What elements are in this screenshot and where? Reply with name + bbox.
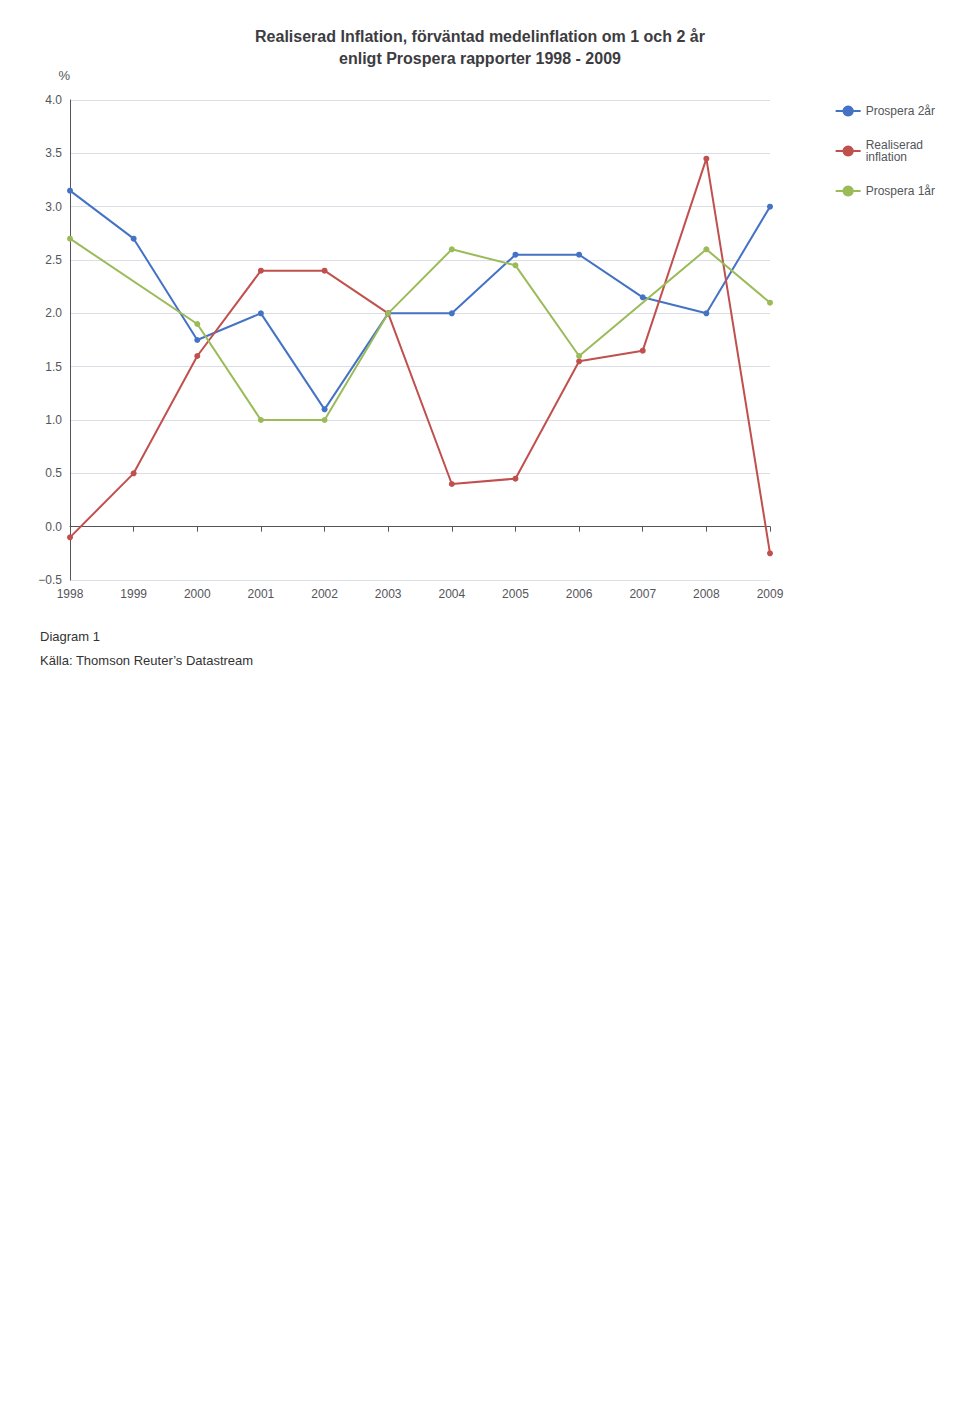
- svg-text:enligt Prospera rapporter 1998: enligt Prospera rapporter 1998 - 2009: [339, 50, 621, 67]
- svg-text:2003: 2003: [375, 587, 402, 601]
- svg-text:0.5: 0.5: [45, 466, 62, 480]
- svg-text:Diagram 1: Diagram 1: [40, 629, 100, 644]
- svg-text:2004: 2004: [438, 587, 465, 601]
- svg-text:%: %: [58, 68, 70, 83]
- svg-text:4.0: 4.0: [45, 93, 62, 107]
- svg-text:1.5: 1.5: [45, 360, 62, 374]
- svg-text:2009: 2009: [757, 587, 784, 601]
- svg-text:Realiserad: Realiserad: [865, 138, 923, 152]
- svg-text:inflation: inflation: [866, 150, 907, 164]
- svg-text:2000: 2000: [184, 587, 211, 601]
- svg-text:2002: 2002: [311, 587, 338, 601]
- svg-text:2001: 2001: [248, 587, 275, 601]
- svg-text:2.5: 2.5: [45, 253, 62, 267]
- svg-text:2005: 2005: [502, 587, 529, 601]
- svg-text:Prospera 2år: Prospera 2år: [866, 104, 935, 118]
- svg-text:2008: 2008: [693, 587, 720, 601]
- svg-text:0.0: 0.0: [45, 520, 62, 534]
- svg-text:1998: 1998: [57, 587, 84, 601]
- svg-text:1999: 1999: [120, 587, 147, 601]
- svg-text:2.0: 2.0: [45, 306, 62, 320]
- svg-text:3.0: 3.0: [45, 200, 62, 214]
- svg-text:3.5: 3.5: [45, 146, 62, 160]
- svg-text:2006: 2006: [566, 587, 593, 601]
- svg-text:Källa: Thomson Reuter’s Datast: Källa: Thomson Reuter’s Datastream: [40, 653, 253, 668]
- svg-text:−0.5: −0.5: [38, 573, 62, 587]
- svg-text:2007: 2007: [629, 587, 656, 601]
- svg-text:Prospera 1år: Prospera 1år: [866, 184, 935, 198]
- svg-text:Realiserad Inflation, förvänta: Realiserad Inflation, förväntad medelinf…: [255, 28, 705, 45]
- svg-text:1.0: 1.0: [45, 413, 62, 427]
